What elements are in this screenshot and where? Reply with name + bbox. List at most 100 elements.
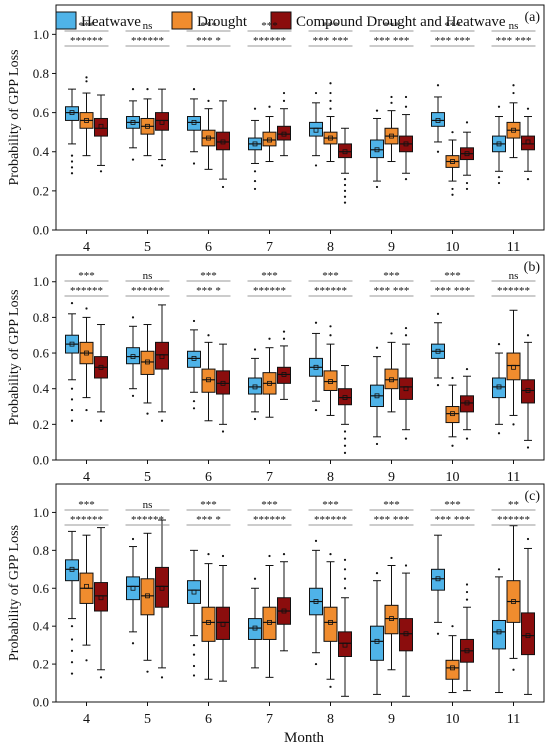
x-tick-label: 10: [446, 240, 460, 255]
mean-marker: [450, 411, 455, 417]
outlier-point: [436, 632, 440, 635]
outlier-point: [512, 84, 515, 87]
significance-top: ***: [78, 20, 95, 32]
significance-bottom: ******: [497, 514, 530, 526]
box-2-month-8: [323, 553, 338, 688]
box-body: [431, 568, 445, 591]
outlier-point: [70, 160, 74, 163]
box-1-month-8: [309, 539, 323, 666]
box-3-month-4: [94, 527, 108, 679]
outlier-point: [192, 644, 196, 647]
outlier-point: [70, 398, 74, 401]
outlier-point: [526, 334, 530, 337]
outlier-point: [314, 408, 318, 412]
outlier-point: [497, 568, 501, 571]
outlier-point: [221, 430, 225, 433]
box-3-month-5: [155, 88, 169, 167]
mean-marker: [130, 354, 136, 360]
box-3-month-10: [460, 583, 474, 692]
x-tick-label: 9: [388, 240, 395, 255]
x-tick-label: 6: [205, 470, 212, 485]
y-tick-label: 0.2: [33, 657, 49, 672]
significance-top: ***: [200, 20, 217, 32]
mean-marker: [525, 139, 531, 145]
x-tick-label: 7: [266, 712, 273, 727]
plot-frame: [55, 254, 545, 461]
box-2-month-5: [140, 324, 155, 415]
box-3-month-9: [399, 95, 413, 181]
box-body: [140, 350, 155, 375]
mean-marker: [206, 619, 211, 625]
outlier-point: [436, 150, 440, 153]
outlier-point: [192, 319, 196, 323]
mean-marker: [342, 149, 348, 155]
outlier-point: [253, 107, 257, 110]
x-tick-label: 7: [266, 470, 273, 485]
box-body: [201, 368, 216, 393]
mean-marker: [464, 648, 470, 654]
outlier-point: [70, 172, 74, 175]
outlier-point: [99, 170, 103, 173]
mean-marker: [403, 386, 409, 392]
legend-swatch-compound: [270, 11, 292, 30]
significance-bottom: *** ***: [435, 35, 471, 47]
outlier-point: [497, 105, 501, 108]
mean-marker: [69, 566, 75, 572]
mean-marker: [281, 131, 287, 137]
box-3-month-8: [338, 365, 352, 454]
panel-label: (a): [524, 10, 540, 25]
box-body: [460, 395, 474, 413]
outlier-point: [146, 88, 149, 91]
y-tick-label: 0.0: [33, 453, 49, 468]
significance-bottom: ******: [314, 514, 347, 526]
outlier-point: [329, 82, 332, 85]
outlier-point: [465, 590, 469, 594]
box-3-month-7: [277, 330, 291, 400]
box-1-month-11: [492, 568, 506, 694]
box-body: [445, 406, 460, 424]
outlier-point: [160, 676, 164, 679]
significance-top: ***: [261, 499, 278, 511]
y-tick-label: 0.4: [33, 144, 50, 159]
mean-marker: [496, 141, 502, 147]
outlier-point: [314, 539, 318, 542]
box-body: [216, 606, 230, 640]
outlier-point: [70, 649, 74, 652]
mean-marker: [328, 379, 333, 384]
box-2-month-6: [201, 99, 216, 170]
outlier-point: [343, 183, 347, 187]
box-1-month-4: [65, 88, 79, 175]
box-1-month-10: [431, 534, 445, 635]
outlier-point: [282, 337, 286, 340]
x-tick-label: 7: [266, 240, 273, 255]
outlier-point: [85, 80, 88, 83]
outlier-point: [253, 417, 257, 421]
outlier-point: [526, 446, 530, 449]
box-2-month-4: [79, 76, 94, 157]
outlier-point: [512, 668, 515, 671]
significance-bottom: *** ***: [374, 35, 410, 47]
box-3-month-8: [338, 127, 352, 204]
box-2-month-10: [445, 625, 460, 694]
outlier-point: [160, 419, 164, 422]
significance-bottom: ******: [314, 285, 347, 297]
mean-marker: [267, 619, 272, 625]
y-tick-label: 0.6: [33, 105, 50, 120]
significance-top: ***: [444, 270, 461, 282]
mean-marker: [313, 127, 319, 133]
mean-marker: [403, 631, 409, 637]
outlier-point: [221, 554, 225, 558]
outlier-point: [390, 95, 393, 99]
outlier-point: [375, 571, 379, 575]
outlier-point: [451, 187, 454, 191]
outlier-point: [192, 88, 196, 91]
box-body: [399, 377, 413, 400]
outlier-point: [192, 674, 196, 677]
panels: 0.0 0.2 0.4 0.6 0.8 1.0 Probability of GPP Los…: [7, 4, 545, 727]
box-2-month-10: [445, 376, 460, 447]
mean-marker: [206, 135, 211, 141]
outlier-point: [282, 553, 286, 556]
box-1-month-11: [492, 105, 506, 185]
y-tick-label: 0.4: [33, 619, 50, 634]
